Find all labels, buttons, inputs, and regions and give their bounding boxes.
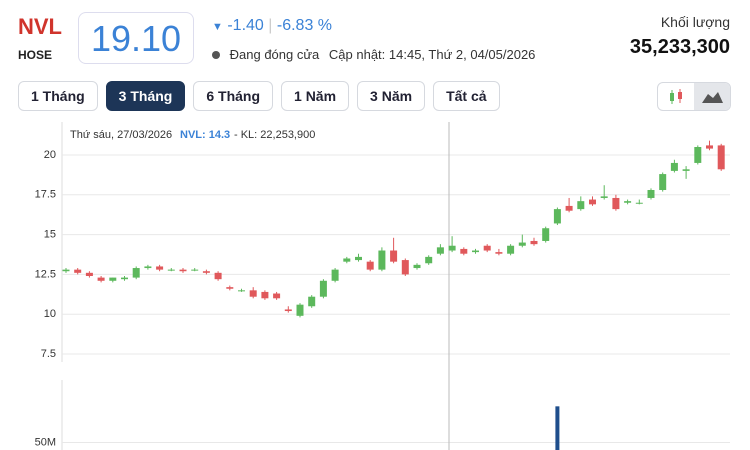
candle-body bbox=[121, 277, 128, 280]
candle-body bbox=[191, 269, 199, 271]
candle-body bbox=[109, 277, 117, 281]
candle-body bbox=[483, 245, 491, 251]
range-tab[interactable]: 3 Tháng bbox=[105, 81, 186, 111]
candle-body bbox=[542, 228, 550, 241]
chart-type-toggle bbox=[657, 82, 731, 111]
candle-body bbox=[706, 145, 713, 149]
volume-value: 35,233,300 bbox=[629, 36, 730, 58]
candle-icon[interactable] bbox=[658, 83, 694, 110]
candle-body bbox=[577, 201, 585, 210]
candle-body bbox=[214, 272, 222, 280]
candle-body bbox=[261, 291, 269, 299]
y-tick-label: 12.5 bbox=[35, 268, 56, 280]
change-percent: -6.83 % bbox=[276, 17, 333, 34]
down-arrow: ▼ bbox=[212, 21, 223, 33]
y-tick-label: 20 bbox=[44, 149, 56, 161]
change-value: -1.40 bbox=[227, 17, 264, 34]
tooltip-price: NVL: 14.3 bbox=[180, 129, 230, 141]
y-tick-label: 17.5 bbox=[35, 189, 56, 201]
candle-body bbox=[390, 250, 398, 262]
range-tab[interactable]: Tất cả bbox=[433, 81, 500, 111]
chart: Thứ sáu, 27/03/2026 NVL: 14.3 - KL: 22,2… bbox=[35, 122, 730, 450]
candle-body bbox=[366, 261, 374, 270]
candle-body bbox=[331, 269, 339, 281]
candle-body bbox=[413, 264, 421, 269]
change: ▼ -1.40 | -6.83 % bbox=[212, 17, 332, 35]
y-tick-label: 50M bbox=[35, 436, 56, 448]
candle-body bbox=[600, 196, 608, 198]
volume-box: Khối lượng 35,233,300 bbox=[630, 14, 730, 59]
updated: Cập nhật: 14:45, Thứ 2, 04/05/2026 bbox=[328, 47, 536, 62]
candle-body bbox=[425, 256, 433, 264]
candle-body bbox=[448, 245, 456, 251]
range-tab[interactable]: 1 Tháng bbox=[18, 81, 98, 111]
range-tab[interactable]: 3 Năm bbox=[357, 81, 426, 111]
area-icon[interactable] bbox=[694, 83, 730, 110]
candle-body bbox=[635, 202, 643, 204]
separator: | bbox=[268, 17, 273, 34]
candle-body bbox=[284, 309, 292, 312]
candle-body bbox=[670, 162, 678, 171]
y-tick-label: 10 bbox=[44, 308, 56, 320]
candle-body bbox=[202, 271, 210, 273]
candle-body bbox=[238, 290, 245, 292]
candle-body bbox=[179, 269, 187, 272]
candle-body bbox=[460, 248, 468, 254]
status-row: Đang đóng cửa Cập nhật: 14:45, Thứ 2, 04… bbox=[212, 47, 535, 62]
candle-body bbox=[378, 250, 386, 270]
candle-body bbox=[167, 269, 175, 271]
candle-body bbox=[717, 145, 725, 170]
candle-body bbox=[249, 290, 257, 297]
candle-body bbox=[355, 256, 362, 261]
y-tick-label: 7.5 bbox=[41, 348, 56, 360]
candle-body bbox=[74, 269, 82, 273]
candle-body bbox=[682, 169, 690, 171]
candle-body bbox=[436, 247, 444, 254]
status: Đang đóng cửa bbox=[229, 47, 320, 62]
exchange: HOSE bbox=[18, 48, 53, 62]
price: 19.10 bbox=[78, 12, 194, 64]
candle-body bbox=[156, 266, 164, 270]
candle-body bbox=[553, 209, 561, 224]
candle-body bbox=[226, 287, 234, 289]
candle-body bbox=[530, 240, 538, 245]
candle-body bbox=[495, 252, 503, 254]
tooltip-date: Thứ sáu, 27/03/2026 bbox=[70, 129, 172, 141]
symbol: NVL bbox=[18, 14, 62, 39]
candle-body bbox=[518, 242, 526, 246]
status-dot bbox=[212, 51, 220, 59]
candle-body bbox=[62, 269, 70, 272]
candle-body bbox=[624, 201, 632, 203]
volume-bar bbox=[555, 406, 560, 450]
candle-body bbox=[589, 199, 596, 205]
candle-body bbox=[132, 268, 140, 278]
candle-body bbox=[319, 280, 327, 297]
candle-body bbox=[308, 296, 316, 307]
tabs: 1 Tháng 3 Tháng 6 Tháng 1 Năm 3 Năm Tất cả bbox=[18, 81, 500, 111]
volume-label: Khối lượng bbox=[660, 14, 730, 30]
candle-body bbox=[343, 258, 351, 262]
range-tab[interactable]: 6 Tháng bbox=[193, 81, 274, 111]
candle-body bbox=[85, 272, 93, 277]
candle-body bbox=[659, 174, 667, 191]
range-tab[interactable]: 1 Năm bbox=[281, 81, 350, 111]
y-tick-label: 15 bbox=[44, 229, 56, 241]
candle-body bbox=[472, 250, 479, 253]
candle-body bbox=[647, 190, 655, 198]
candle-body bbox=[694, 147, 702, 163]
candle-body bbox=[565, 205, 573, 211]
candle-body bbox=[97, 277, 105, 281]
tooltip-volume: - KL: 22,253,900 bbox=[234, 129, 315, 141]
candle-body bbox=[296, 304, 304, 316]
candle-body bbox=[612, 197, 620, 210]
candle-body bbox=[401, 260, 409, 275]
candle-body bbox=[144, 266, 152, 269]
candle-body bbox=[507, 245, 515, 254]
candle-body bbox=[273, 293, 281, 299]
